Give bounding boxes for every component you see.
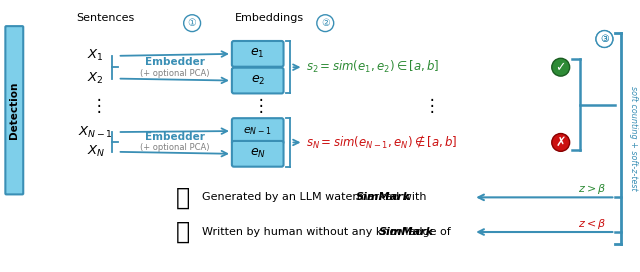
Text: $\vdots$: $\vdots$ — [90, 96, 101, 115]
Circle shape — [317, 15, 333, 32]
Text: 🤖: 🤖 — [176, 185, 190, 209]
Text: $\vdots$: $\vdots$ — [423, 96, 434, 115]
Circle shape — [596, 30, 613, 47]
Text: ②: ② — [321, 18, 330, 28]
Text: Detection: Detection — [10, 82, 19, 139]
FancyBboxPatch shape — [232, 141, 284, 167]
Text: $e_1$: $e_1$ — [250, 47, 265, 60]
Text: soft counting + soft-z-test: soft counting + soft-z-test — [628, 86, 637, 191]
Text: $\vdots$: $\vdots$ — [252, 96, 263, 115]
Circle shape — [552, 134, 570, 151]
Circle shape — [184, 15, 200, 32]
Text: ①: ① — [188, 18, 196, 28]
Text: ③: ③ — [600, 34, 609, 44]
Text: $X_1$: $X_1$ — [88, 48, 104, 63]
Text: $e_N$: $e_N$ — [250, 147, 266, 160]
Text: $z < \beta$: $z < \beta$ — [579, 217, 607, 231]
Text: SimMark: SimMark — [379, 227, 434, 237]
Text: Embedder: Embedder — [145, 132, 205, 142]
Text: ③: ③ — [600, 34, 609, 44]
Text: Embedder: Embedder — [145, 57, 205, 67]
Text: $X_2$: $X_2$ — [88, 71, 104, 86]
Text: $z > \beta$: $z > \beta$ — [579, 183, 607, 196]
Text: SimMark: SimMark — [356, 192, 411, 202]
Text: $X_{N-1}$: $X_{N-1}$ — [78, 125, 113, 140]
Text: Sentences: Sentences — [77, 13, 135, 23]
Circle shape — [596, 30, 613, 47]
Circle shape — [552, 58, 570, 76]
Text: $s_2 = sim(e_1, e_2) \in [a, b]$: $s_2 = sim(e_1, e_2) \in [a, b]$ — [307, 59, 440, 75]
Text: $e_{N-1}$: $e_{N-1}$ — [243, 125, 272, 137]
FancyBboxPatch shape — [5, 26, 23, 194]
FancyBboxPatch shape — [232, 41, 284, 67]
Text: $e_2$: $e_2$ — [250, 74, 265, 87]
Text: $X_N$: $X_N$ — [86, 144, 105, 159]
Text: ✓: ✓ — [556, 61, 566, 74]
Text: Written by human without any knowledge of: Written by human without any knowledge o… — [202, 227, 454, 237]
Text: (+ optional PCA): (+ optional PCA) — [141, 69, 210, 78]
Text: 🧠: 🧠 — [176, 220, 190, 244]
Text: Generated by an LLM watermarked with: Generated by an LLM watermarked with — [202, 192, 430, 202]
FancyBboxPatch shape — [232, 118, 284, 144]
FancyBboxPatch shape — [232, 68, 284, 94]
Text: $s_N = sim(e_{N-1}, e_N) \notin [a, b]$: $s_N = sim(e_{N-1}, e_N) \notin [a, b]$ — [307, 134, 458, 151]
Text: (+ optional PCA): (+ optional PCA) — [141, 143, 210, 152]
Text: Embeddings: Embeddings — [235, 13, 304, 23]
Text: ✗: ✗ — [556, 136, 566, 149]
